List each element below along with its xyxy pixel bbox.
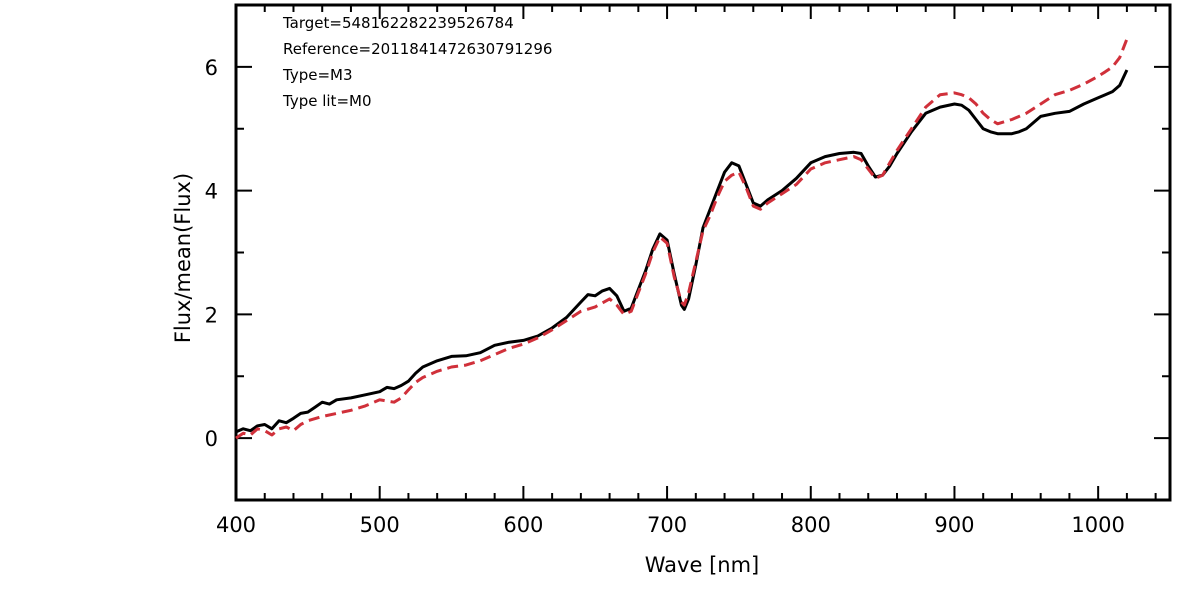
annotation-line: Reference=2011841472630791296 <box>283 40 552 58</box>
annotation-line: Type lit=M0 <box>282 92 372 110</box>
y-tick-label: 6 <box>205 56 218 80</box>
target-spectrum-line <box>235 69 1129 434</box>
x-tick-label: 600 <box>503 513 543 537</box>
y-tick-label: 2 <box>205 303 218 327</box>
annotation-line: Type=M3 <box>282 66 353 84</box>
x-tick-label: 900 <box>934 513 974 537</box>
x-tick-label: 1000 <box>1071 513 1124 537</box>
annotation-line: Target=548162282239526784 <box>282 14 514 32</box>
reference-spectrum-line <box>235 38 1129 440</box>
plot-frame <box>234 3 1172 502</box>
x-axis-title: Wave [nm] <box>645 553 759 577</box>
x-tick-label: 400 <box>216 513 256 537</box>
x-tick-label: 800 <box>791 513 831 537</box>
y-tick-label: 4 <box>205 180 218 204</box>
y-tick-label: 0 <box>205 427 218 451</box>
x-tick-label: 500 <box>360 513 400 537</box>
x-tick-label: 700 <box>647 513 687 537</box>
y-axis-title: Flux/mean(Flux) <box>171 173 195 343</box>
